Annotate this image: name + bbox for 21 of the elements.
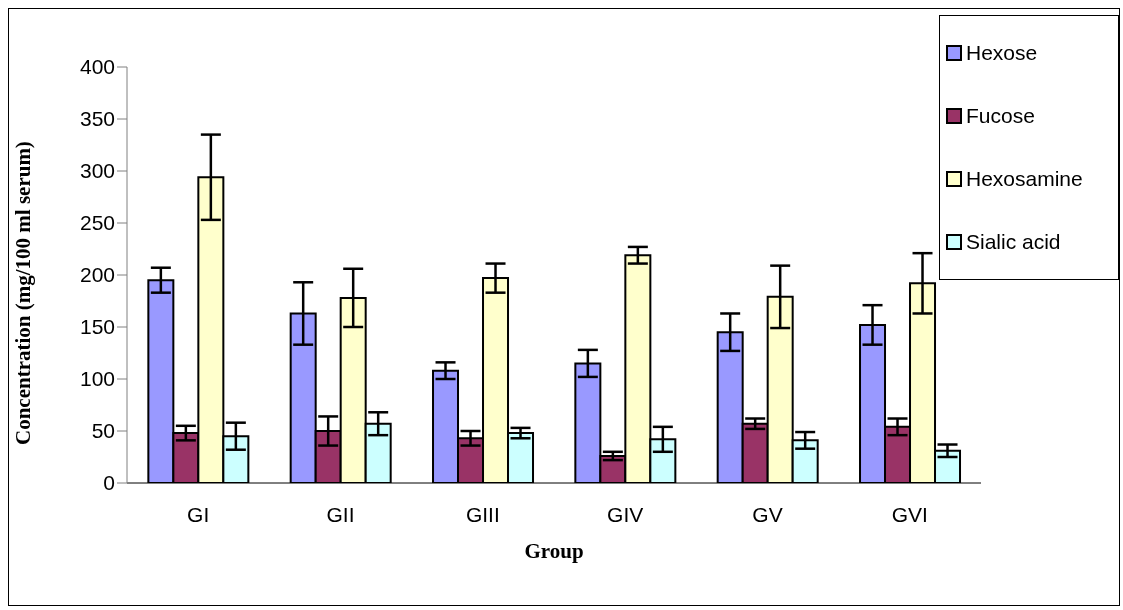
y-tick-label: 100 (79, 367, 115, 391)
legend-label: Fucose (966, 104, 1035, 129)
y-tick-label: 0 (103, 471, 115, 495)
y-axis-title: Concentration (mg/100 ml serum) (11, 141, 36, 445)
legend-label: Sialic acid (966, 229, 1061, 254)
x-tick-label: GII (326, 502, 355, 526)
y-tick-label: 350 (79, 107, 115, 131)
y-tick-label: 200 (79, 263, 115, 287)
y-tick-label: 150 (79, 315, 115, 339)
legend-label: Hexosamine (966, 166, 1083, 191)
y-tick-label: 300 (79, 159, 115, 183)
legend-label: Hexose (966, 41, 1038, 66)
x-axis-title: Group (524, 538, 584, 563)
y-tick-label: 250 (79, 211, 115, 235)
x-tick-label: GV (752, 502, 783, 526)
x-tick-label: GVI (891, 502, 928, 526)
x-tick-label: GIV (607, 502, 644, 526)
y-tick-label: 50 (91, 419, 115, 443)
x-tick-label: GIII (465, 502, 500, 526)
x-tick-label: GI (187, 502, 210, 526)
y-tick-label: 400 (79, 55, 115, 79)
